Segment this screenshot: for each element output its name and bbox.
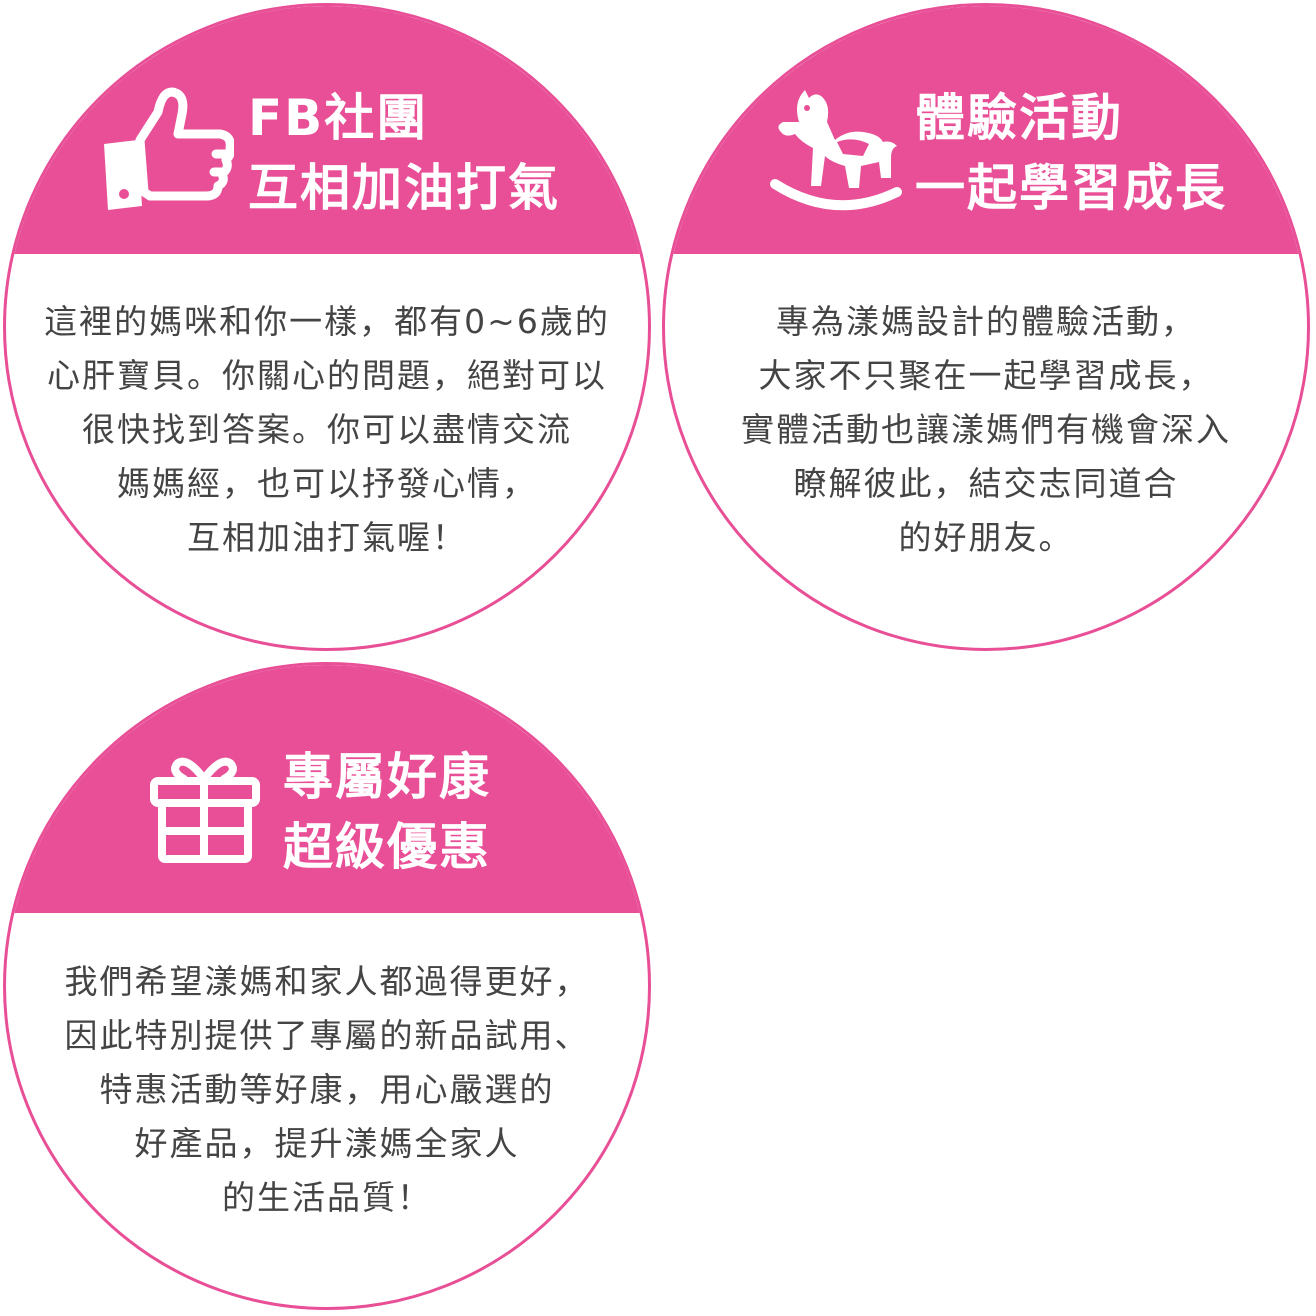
card-title-line: 一起學習成長	[915, 159, 1227, 217]
card-header	[6, 665, 648, 913]
description-line: 的好朋友。	[898, 518, 1074, 557]
description-line: 好產品，提升漾媽全家人	[134, 1124, 520, 1163]
description-line: 專為漾媽設計的體驗活動，	[776, 302, 1196, 341]
card-description: 這裡的媽咪和你一樣，都有0~6歲的 心肝寶貝。你關心的問題，絕對可以 很快找到答…	[36, 295, 618, 565]
gift-icon	[148, 753, 262, 867]
card-header	[665, 6, 1307, 254]
card-title: FB社團 互相加油打氣	[248, 83, 560, 223]
description-line: 大家不只聚在一起學習成長，	[758, 356, 1214, 395]
description-line: 互相加油打氣喔！	[187, 518, 467, 557]
card-title-line: 體驗活動	[915, 89, 1123, 147]
card-description: 我們希望漾媽和家人都過得更好， 因此特別提供了專屬的新品試用、 特惠活動等好康，…	[36, 955, 618, 1225]
description-line: 這裡的媽咪和你一樣，都有0~6歲的	[44, 302, 610, 341]
card-title: 體驗活動 一起學習成長	[915, 83, 1227, 223]
card-title-line: 專屬好康	[283, 748, 491, 806]
card-exclusive-offers: 專屬好康 超級優惠 我們希望漾媽和家人都過得更好， 因此特別提供了專屬的新品試用…	[3, 662, 651, 1310]
description-line: 心肝寶貝。你關心的問題，絕對可以	[47, 356, 607, 395]
rocking-horse-icon	[765, 82, 905, 222]
description-line: 我們希望漾媽和家人都過得更好，	[64, 962, 590, 1001]
description-line: 媽媽經，也可以抒發心情，	[117, 464, 537, 503]
description-line: 因此特別提供了專屬的新品試用、	[64, 1016, 590, 1055]
card-title: 專屬好康 超級優惠	[283, 742, 491, 882]
description-line: 實體活動也讓漾媽們有機會深入	[741, 410, 1231, 449]
card-experience-activities: 體驗活動 一起學習成長 專為漾媽設計的體驗活動， 大家不只聚在一起學習成長， 實…	[662, 3, 1310, 651]
card-title-line: 超級優惠	[283, 818, 491, 876]
description-line: 很快找到答案。你可以盡情交流	[82, 410, 572, 449]
card-description: 專為漾媽設計的體驗活動， 大家不只聚在一起學習成長， 實體活動也讓漾媽們有機會深…	[695, 295, 1277, 565]
card-header	[6, 6, 648, 254]
card-title-line: 互相加油打氣	[248, 159, 560, 217]
description-line: 的生活品質！	[222, 1178, 432, 1217]
description-line: 特惠活動等好康，用心嚴選的	[99, 1070, 555, 1109]
description-line: 瞭解彼此，結交志同道合	[793, 464, 1179, 503]
thumbs-up-icon	[98, 82, 234, 218]
card-title-line: FB社團	[248, 89, 429, 147]
card-fb-group: FB社團 互相加油打氣 這裡的媽咪和你一樣，都有0~6歲的 心肝寶貝。你關心的問…	[3, 3, 651, 651]
